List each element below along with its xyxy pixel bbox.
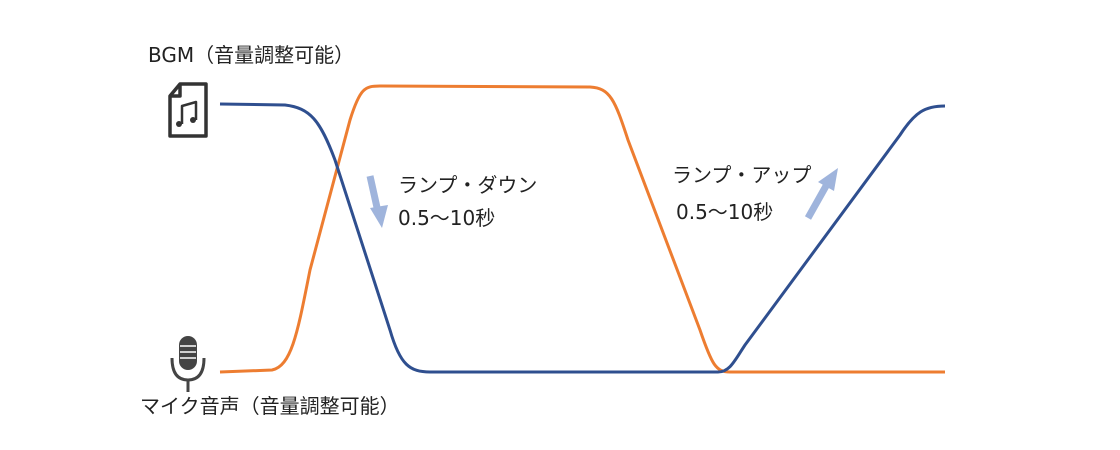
microphone-icon <box>170 336 206 392</box>
bgm-level-curve <box>219 102 946 374</box>
ramp-up-arrow <box>804 168 838 220</box>
ramp-down-duration: 0.5～10秒 <box>398 206 495 230</box>
ramp-down-arrow <box>366 175 388 228</box>
ramp-down-title: ランプ・ダウン <box>398 173 537 197</box>
mic-level-curve <box>219 84 945 374</box>
ramp-up-title: ランプ・アップ <box>672 163 811 187</box>
mic-label: マイク音声（音量調整可能） <box>140 394 400 418</box>
bgm-label: BGM（音量調整可能） <box>148 43 354 67</box>
music-file-icon <box>168 82 208 138</box>
ramp-up-duration: 0.5～10秒 <box>676 200 773 224</box>
